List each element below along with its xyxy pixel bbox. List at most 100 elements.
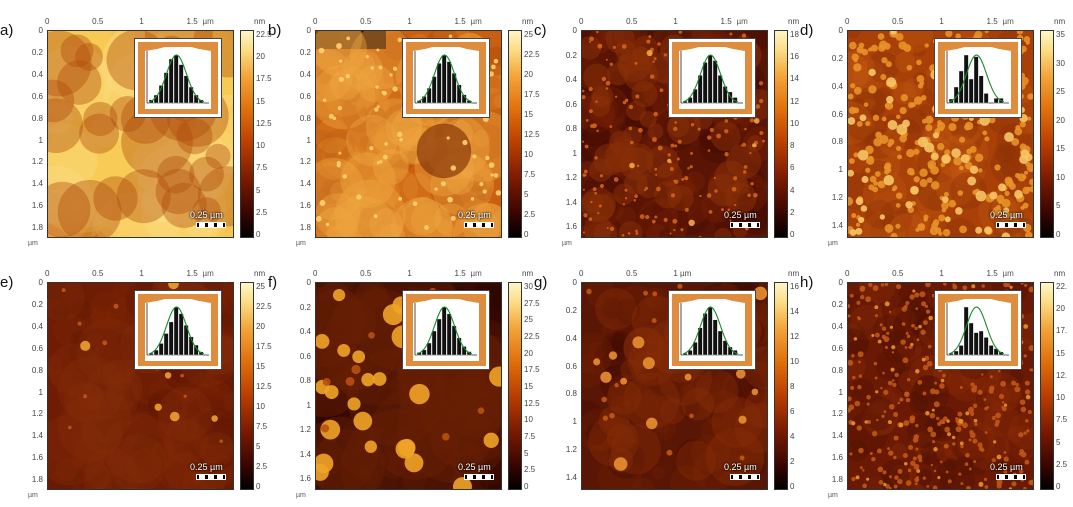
y-tick-label: 0.4 (31, 69, 43, 79)
y-tick-label: 0.4 (831, 321, 843, 331)
scale-bar: 0.25 µm (990, 462, 1034, 482)
y-tick-label: 0.2 (831, 299, 843, 309)
histogram-bar (431, 330, 437, 356)
x-tick-label: 1 (407, 17, 412, 26)
y-tick-label: 0.4 (565, 333, 577, 343)
y-tick-label: 1.8 (831, 475, 843, 485)
y-tick-label: 1 (306, 400, 311, 410)
histogram-bar (153, 349, 159, 356)
scale-bar-label: 0.25 µm (724, 462, 757, 472)
colorbar-tick-label: 4 (790, 185, 795, 195)
histogram-bar (963, 54, 969, 104)
y-tick-label: 0.8 (299, 113, 311, 123)
colorbar-tick-label: 12.5 (256, 118, 272, 128)
x-tick-label: 1.5 (986, 269, 998, 278)
y-tick-label: 1.2 (31, 409, 43, 419)
gaussian-fit-line (148, 306, 205, 355)
colorbar-tick-label: 22.5 (524, 332, 540, 341)
y-tick-label: 0.6 (831, 109, 843, 119)
x-tick-label: 1 (939, 17, 944, 26)
gaussian-fit-line (682, 54, 739, 103)
histogram-bar (456, 337, 462, 356)
histogram-bar (988, 345, 994, 356)
colorbar-tick-label: 25 (256, 282, 265, 291)
colorbar-tick-label: 8 (790, 141, 795, 151)
scale-bar-label: 0.25 µm (458, 462, 491, 472)
scale-bar: 0.25 µm (190, 462, 234, 482)
histogram-bar (712, 319, 718, 356)
histogram-bar (173, 306, 179, 356)
histogram-bar (431, 76, 437, 104)
y-tick-label: 1.6 (31, 201, 43, 211)
colorbar-tick-label: 20 (524, 348, 533, 358)
histogram-bar (426, 342, 432, 356)
x-tick-label: 0 (313, 17, 318, 26)
colorbar-tick-label: 5 (1056, 201, 1061, 211)
y-tick-label: 1.4 (565, 472, 577, 482)
panel-label: e) (0, 274, 14, 291)
x-axis-unit: µm (1002, 17, 1014, 26)
histogram-bar (456, 84, 462, 104)
x-axis-unit-bottom: µm (828, 492, 838, 499)
panel-label: d) (800, 22, 814, 39)
size-distribution-inset (668, 38, 756, 118)
histogram-bar (978, 75, 984, 104)
histogram-bar (953, 86, 959, 104)
x-axis-unit: µm (736, 17, 748, 26)
colorbar-tick-label: 10 (524, 415, 533, 425)
colorbar-tick-label: 0 (790, 482, 795, 491)
y-tick-label: 0.8 (299, 376, 311, 386)
y-tick-label: 1.4 (831, 431, 843, 441)
afm-panel-b: b) 0 0.5 1 1.5 µm µm 0 0.2 0.4 0.6 0.8 1 1.2 1.4 1.6 1.8… (268, 0, 540, 250)
histogram-bar (707, 54, 713, 104)
colorbar-tick-label: 5 (256, 185, 261, 195)
colorbar-tick-label: 12.5 (524, 130, 540, 139)
y-tick-label: 1.2 (831, 193, 843, 203)
x-axis-unit: µm (202, 269, 214, 278)
y-tick-label: 1.2 (299, 157, 311, 167)
histogram-bar (993, 98, 999, 104)
scale-bar-line (996, 222, 1026, 228)
colorbar-tick-label: 22. (1056, 282, 1068, 291)
y-tick-label: 0.4 (31, 321, 43, 331)
y-tick-label: 0.4 (299, 69, 311, 79)
x-tick-label: 1 µm (673, 269, 692, 278)
histogram-bar (983, 93, 989, 104)
colorbar-unit: nm (1054, 269, 1066, 278)
height-colorbar (1040, 282, 1054, 490)
y-tick-label: 0.6 (31, 343, 43, 353)
height-colorbar (508, 282, 522, 490)
colorbar-unit: nm (522, 17, 534, 26)
gaussian-fit-line (416, 54, 473, 103)
y-tick-label: 1 (838, 165, 843, 175)
y-tick-label: 1.4 (831, 220, 843, 230)
colorbar-tick-label: 17.5 (524, 90, 540, 99)
histogram-bar (707, 306, 713, 356)
gaussian-fit-line (416, 306, 473, 355)
y-tick-label: 1.2 (299, 425, 311, 435)
histogram-bar (421, 349, 427, 356)
colorbar-tick-label: 6 (790, 163, 795, 173)
y-tick-label: 0.2 (831, 53, 843, 63)
x-tick-label: 0.5 (360, 17, 372, 26)
y-tick-label: 0.4 (565, 75, 577, 85)
y-tick-label: 1.2 (831, 409, 843, 419)
x-tick-label: 0 (579, 17, 584, 26)
x-tick-label: 1.5 (186, 17, 198, 26)
x-axis-unit: µm (202, 17, 214, 26)
y-tick-label: 1 (572, 148, 577, 158)
scale-bar: 0.25 µm (724, 210, 768, 230)
colorbar-tick-label: 15 (1056, 144, 1065, 154)
colorbar-tick-label: 30 (524, 282, 533, 291)
height-colorbar (774, 282, 788, 490)
y-tick-label: 0.4 (299, 327, 311, 337)
x-axis-unit-bottom: µm (828, 240, 838, 247)
colorbar-tick-label: 12 (790, 332, 799, 341)
colorbar-unit: nm (788, 17, 800, 26)
x-tick-label: 1 (673, 17, 678, 26)
x-tick-label: 1.5 (454, 269, 466, 278)
colorbar-tick-label: 22.5 (524, 50, 540, 59)
panel-label: h) (800, 274, 814, 291)
histogram-bar (178, 64, 184, 104)
